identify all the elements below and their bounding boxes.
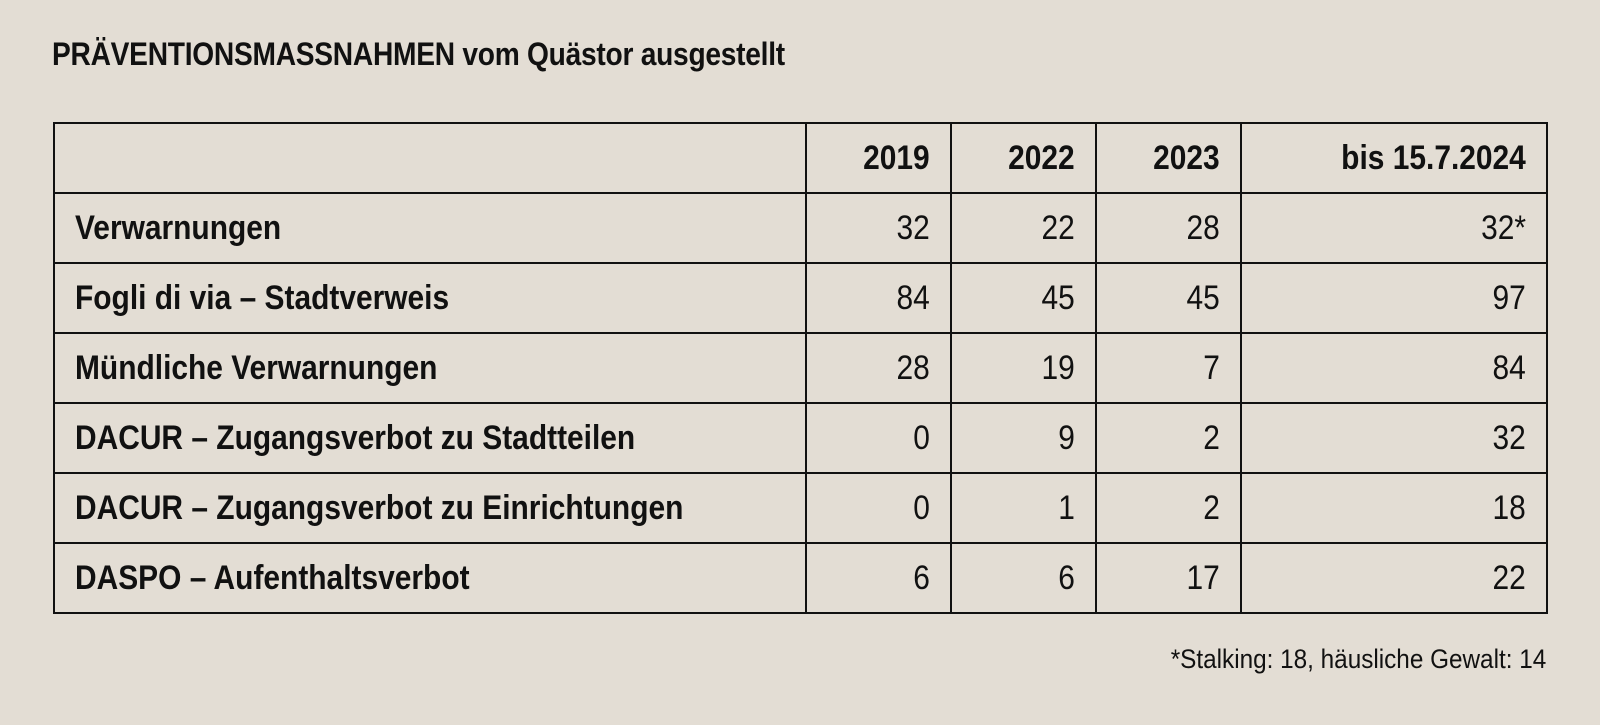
value-cell: 18 [1240,472,1548,544]
value-cell: 0 [805,402,952,474]
value-cell: 45 [1095,262,1242,334]
value-cell: 9 [950,402,1097,474]
value-cell: 32* [1240,192,1548,264]
cell-value: 22 [1041,208,1075,247]
cell-value: 45 [1041,278,1075,317]
cell-value: 45 [1186,278,1220,317]
value-cell: 6 [950,542,1097,614]
value-cell: 45 [950,262,1097,334]
value-cell: 32 [1240,402,1548,474]
cell-value: 19 [1041,348,1075,387]
header-label: 2023 [1153,138,1220,177]
cell-value: 17 [1186,558,1220,597]
value-cell: 6 [805,542,952,614]
row-label-cell: Verwarnungen [53,192,807,264]
header-label: 2019 [863,138,930,177]
cell-value: 28 [896,348,930,387]
value-cell: 1 [950,472,1097,544]
row-label: DACUR – Zugangsverbot zu Einrichtungen [75,488,684,527]
cell-value: 9 [1058,418,1075,457]
value-cell: 22 [950,192,1097,264]
table-body: Verwarnungen 32 22 28 32* Fogli di via – Stad… [53,192,1548,614]
cell-value: 32 [1492,418,1526,457]
data-table: 2019 2022 2023 bis 15.7.2024 Verwarnunge… [53,122,1548,614]
table-row: Fogli di via – Stadtverweis 84 45 45 97 [53,262,1548,334]
value-cell: 22 [1240,542,1548,614]
cell-value: 28 [1186,208,1220,247]
value-cell: 17 [1095,542,1242,614]
cell-value: 84 [896,278,930,317]
header-cell-empty [53,122,807,194]
value-cell: 2 [1095,472,1242,544]
value-cell: 7 [1095,332,1242,404]
cell-value: 2 [1203,488,1220,527]
table-header-row: 2019 2022 2023 bis 15.7.2024 [53,122,1548,194]
cell-value: 6 [913,558,930,597]
row-label-cell: Fogli di via – Stadtverweis [53,262,807,334]
cell-value: 32* [1481,208,1526,247]
table-row: DASPO – Aufenthaltsverbot 6 6 17 22 [53,542,1548,614]
cell-value: 22 [1492,558,1526,597]
cell-value: 97 [1492,278,1526,317]
cell-value: 7 [1203,348,1220,387]
value-cell: 32 [805,192,952,264]
header-label: bis 15.7.2024 [1341,138,1526,177]
table-row: DACUR – Zugangsverbot zu Einrichtungen 0 1… [53,472,1548,544]
value-cell: 84 [1240,332,1548,404]
chart-title: PRÄVENTIONSMASSNAHMEN vom Quästor ausges… [52,36,785,72]
table-row: Mündliche Verwarnungen 28 19 7 84 [53,332,1548,404]
value-cell: 2 [1095,402,1242,474]
row-label: DACUR – Zugangsverbot zu Stadtteilen [75,418,636,457]
row-label-cell: DACUR – Zugangsverbot zu Stadtteilen [53,402,807,474]
row-label: Verwarnungen [75,208,282,247]
cell-value: 84 [1492,348,1526,387]
cell-value: 32 [896,208,930,247]
table-row: DACUR – Zugangsverbot zu Stadtteilen 0 9 2 3… [53,402,1548,474]
row-label: Fogli di via – Stadtverweis [75,278,450,317]
table-row: Verwarnungen 32 22 28 32* [53,192,1548,264]
cell-value: 0 [913,418,930,457]
value-cell: 28 [1095,192,1242,264]
value-cell: 28 [805,332,952,404]
row-label: DASPO – Aufenthaltsverbot [75,558,470,597]
row-label: Mündliche Verwarnungen [75,348,438,387]
cell-value: 1 [1058,488,1075,527]
header-cell-2019: 2019 [805,122,952,194]
value-cell: 19 [950,332,1097,404]
header-cell-2023: 2023 [1095,122,1242,194]
value-cell: 0 [805,472,952,544]
row-label-cell: Mündliche Verwarnungen [53,332,807,404]
header-cell-2024: bis 15.7.2024 [1240,122,1548,194]
cell-value: 6 [1058,558,1075,597]
header-label: 2022 [1008,138,1075,177]
cell-value: 2 [1203,418,1220,457]
row-label-cell: DACUR – Zugangsverbot zu Einrichtungen [53,472,807,544]
header-cell-2022: 2022 [950,122,1097,194]
cell-value: 18 [1492,488,1526,527]
cell-value: 0 [913,488,930,527]
value-cell: 97 [1240,262,1548,334]
value-cell: 84 [805,262,952,334]
footnote: *Stalking: 18, häusliche Gewalt: 14 [1170,644,1546,674]
row-label-cell: DASPO – Aufenthaltsverbot [53,542,807,614]
